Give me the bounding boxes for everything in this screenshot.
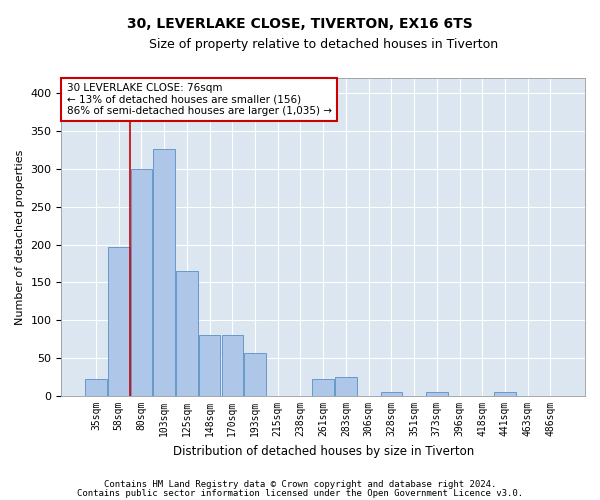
Bar — [494, 392, 516, 396]
Bar — [313, 378, 334, 396]
Bar — [426, 392, 448, 396]
Bar — [244, 353, 266, 396]
Text: 30, LEVERLAKE CLOSE, TIVERTON, EX16 6TS: 30, LEVERLAKE CLOSE, TIVERTON, EX16 6TS — [127, 18, 473, 32]
Y-axis label: Number of detached properties: Number of detached properties — [15, 150, 25, 324]
Bar — [85, 380, 107, 396]
Bar — [176, 271, 197, 396]
Bar — [108, 247, 130, 396]
X-axis label: Distribution of detached houses by size in Tiverton: Distribution of detached houses by size … — [173, 444, 474, 458]
Bar — [335, 377, 357, 396]
Text: 30 LEVERLAKE CLOSE: 76sqm
← 13% of detached houses are smaller (156)
86% of semi: 30 LEVERLAKE CLOSE: 76sqm ← 13% of detac… — [67, 83, 332, 116]
Text: Contains public sector information licensed under the Open Government Licence v3: Contains public sector information licen… — [77, 489, 523, 498]
Bar — [199, 336, 220, 396]
Bar — [380, 392, 402, 396]
Bar — [221, 336, 243, 396]
Text: Contains HM Land Registry data © Crown copyright and database right 2024.: Contains HM Land Registry data © Crown c… — [104, 480, 496, 489]
Title: Size of property relative to detached houses in Tiverton: Size of property relative to detached ho… — [149, 38, 498, 51]
Bar — [154, 149, 175, 396]
Bar — [131, 169, 152, 396]
